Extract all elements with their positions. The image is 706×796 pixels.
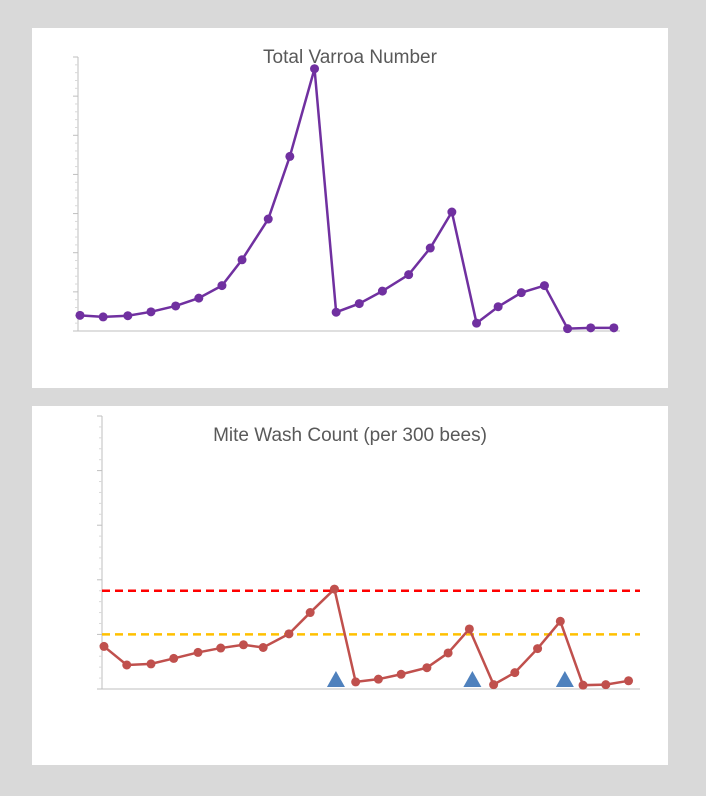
data-point (601, 680, 611, 690)
data-point (586, 323, 596, 333)
data-point (555, 616, 565, 626)
data-point (425, 243, 435, 253)
data-point (516, 288, 526, 298)
data-point (216, 643, 226, 653)
data-point (563, 324, 573, 334)
data-point (75, 310, 85, 320)
data-point (146, 307, 156, 317)
data-point (464, 624, 474, 634)
data-point (624, 676, 634, 686)
top-chart-panel (32, 28, 668, 388)
data-point (305, 608, 315, 618)
data-point (217, 281, 227, 291)
data-point (169, 653, 179, 663)
data-point (354, 299, 364, 309)
data-point (123, 311, 133, 321)
data-point (443, 648, 453, 658)
data-point (193, 647, 203, 657)
data-point (489, 680, 499, 690)
data-point (258, 643, 268, 653)
treatment-triangle-marker (463, 671, 482, 687)
bottom-chart-panel (32, 406, 668, 765)
treatment-triangle-marker (326, 671, 345, 687)
data-point (238, 640, 248, 650)
data-point (447, 207, 457, 217)
data-point (263, 214, 273, 224)
data-point (373, 674, 383, 684)
data-point (99, 641, 109, 651)
data-point (539, 281, 549, 291)
data-point (493, 302, 503, 312)
top-chart-title: Total Varroa Number (263, 47, 438, 68)
treatment-triangle-marker (555, 671, 574, 687)
data-point (533, 644, 543, 654)
data-point (237, 255, 247, 265)
data-point (510, 668, 520, 678)
data-point (396, 669, 406, 679)
data-point (194, 293, 204, 303)
data-point (351, 677, 361, 687)
data-point (329, 584, 339, 594)
data-point (285, 151, 295, 161)
data-point (284, 629, 294, 639)
data-point (404, 270, 414, 280)
data-point (472, 318, 482, 328)
bottom-chart-title: Mite Wash Count (per 300 bees) (213, 425, 487, 446)
data-point (171, 301, 181, 311)
data-point (578, 680, 588, 690)
data-point (609, 323, 619, 333)
data-point (310, 64, 320, 74)
data-point (331, 307, 341, 317)
data-point (122, 660, 132, 670)
data-point (377, 286, 387, 296)
data-point (98, 312, 108, 322)
data-point (422, 663, 432, 673)
data-point (146, 659, 156, 669)
